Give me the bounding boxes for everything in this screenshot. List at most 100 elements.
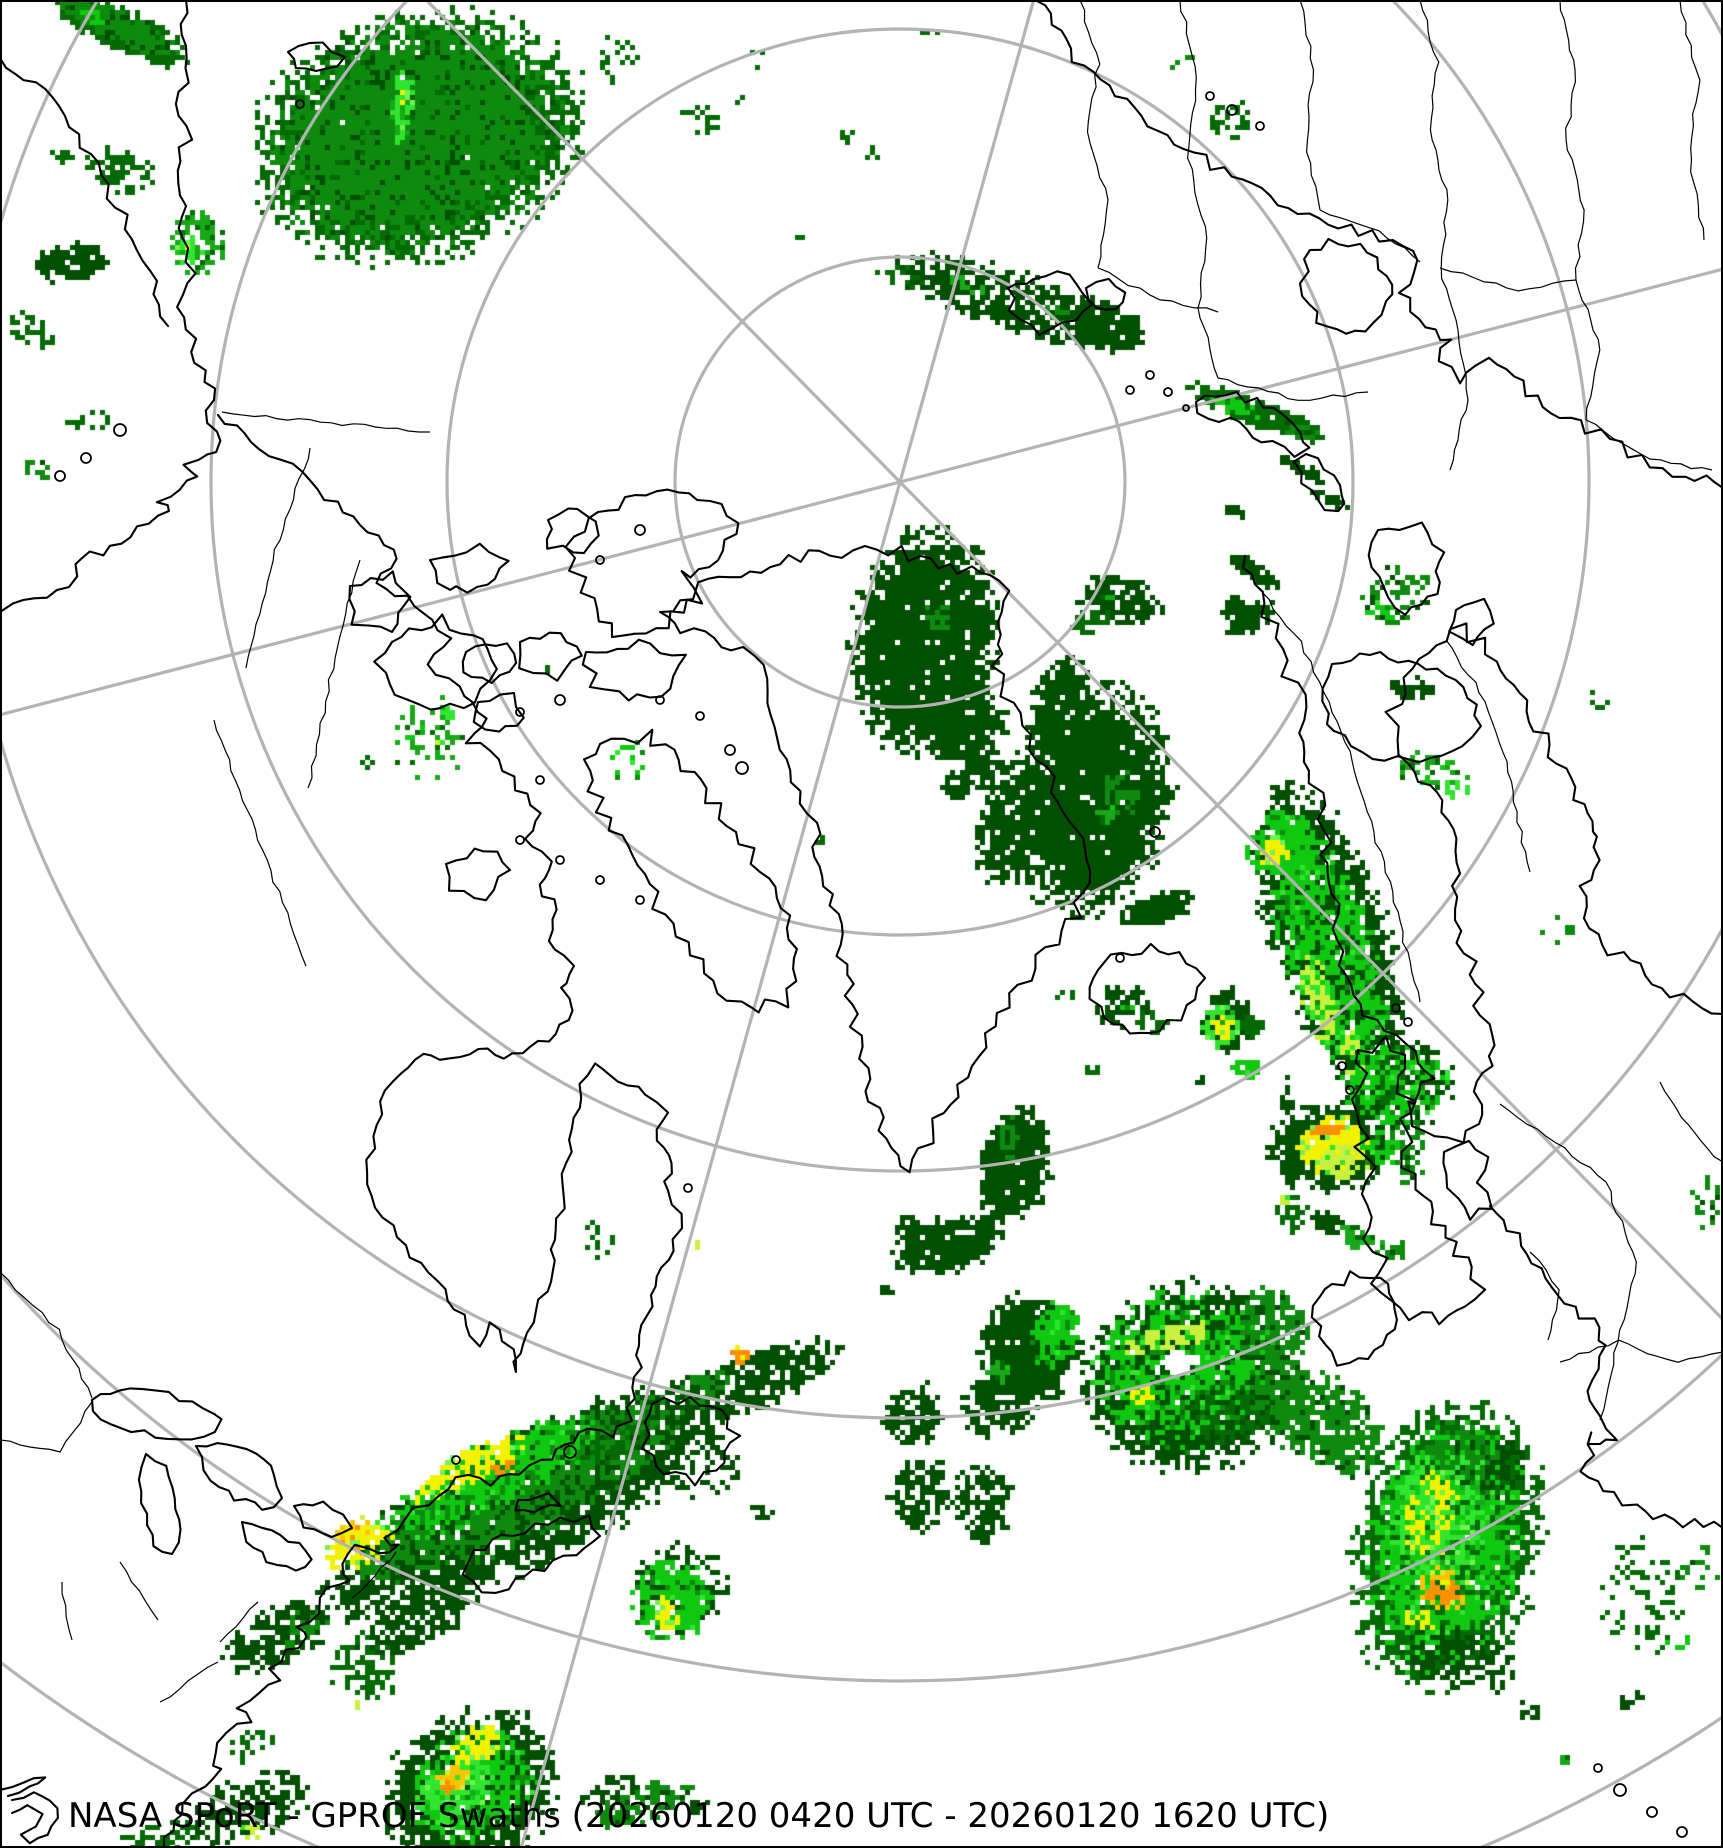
small-island xyxy=(113,423,127,437)
lake-superior xyxy=(90,1387,223,1441)
small-island xyxy=(1337,1061,1347,1071)
canada-mainland xyxy=(162,413,684,1848)
small-island xyxy=(1125,385,1135,395)
ladoga-lake xyxy=(1367,521,1446,616)
newfoundland xyxy=(640,1396,742,1487)
small-island xyxy=(595,875,605,885)
alaska-south-coast xyxy=(0,398,222,614)
prairie-border xyxy=(213,719,307,967)
prince-edward-island xyxy=(514,1492,562,1514)
small-island xyxy=(1226,104,1238,116)
small-island xyxy=(1145,370,1155,380)
lake-michigan xyxy=(137,1452,182,1556)
islet-layer xyxy=(54,91,1688,1838)
ellesmere-island xyxy=(564,488,740,639)
small-island xyxy=(1403,1017,1413,1027)
small-island xyxy=(1391,1003,1401,1013)
russia-region-9 xyxy=(1439,267,1577,292)
small-island xyxy=(1676,1826,1688,1838)
europe-border-4 xyxy=(1599,1341,1619,1421)
long-island xyxy=(0,1776,47,1798)
russia-region-1 xyxy=(1079,0,1109,269)
greenland xyxy=(658,544,1092,1174)
russia-region-10 xyxy=(1449,329,1469,471)
small-island xyxy=(655,695,665,705)
wrangel-island xyxy=(286,41,346,73)
small-island xyxy=(295,99,305,109)
europe-border-5 xyxy=(1659,1081,1723,1163)
meridian-line xyxy=(424,0,902,484)
russia-region-5 xyxy=(1559,0,1585,281)
latitude-circle xyxy=(209,0,1591,1173)
russia-region-6 xyxy=(1679,0,1705,241)
meridian-line xyxy=(519,481,902,1848)
alaska-yukon-border xyxy=(221,411,430,433)
small-island xyxy=(735,761,749,775)
novaya-zemlya-north xyxy=(1194,390,1311,458)
lake-huron xyxy=(194,1442,284,1511)
small-island xyxy=(595,555,605,565)
small-island xyxy=(695,711,705,721)
somerset-island xyxy=(518,631,583,682)
small-island xyxy=(515,835,525,845)
small-island xyxy=(54,470,66,482)
small-island xyxy=(1255,121,1265,131)
king-william-island xyxy=(472,691,525,733)
russia-region-4 xyxy=(1419,0,1459,331)
southampton-island xyxy=(444,847,512,902)
axel-heiberg-island xyxy=(545,507,600,555)
meridian-line xyxy=(0,480,901,717)
small-island xyxy=(635,895,645,905)
small-island xyxy=(1593,1763,1603,1773)
us-canada-border-west xyxy=(0,1271,93,1399)
devon-island xyxy=(581,638,687,702)
chukotka-coast xyxy=(0,56,170,328)
small-island xyxy=(1205,91,1215,101)
russia-region-2 xyxy=(1179,0,1219,379)
europe-border-1 xyxy=(1499,1103,1607,1183)
small-island xyxy=(1345,1085,1355,1095)
iceland xyxy=(1088,942,1207,1035)
finland-russia-border xyxy=(1445,639,1531,873)
russia-region-13 xyxy=(1319,209,1421,263)
alaska-west-coast xyxy=(174,0,217,402)
small-island xyxy=(683,1183,693,1193)
small-island xyxy=(80,452,92,464)
small-island xyxy=(451,1455,461,1465)
britain xyxy=(1350,1034,1487,1326)
small-island xyxy=(555,855,565,865)
small-island xyxy=(1149,826,1161,838)
small-island xyxy=(1163,387,1173,397)
state-line-1 xyxy=(61,1581,73,1641)
nwt-border xyxy=(307,559,361,789)
prince-of-wales-island xyxy=(461,642,518,685)
scandinavia-baltic-coast xyxy=(1242,554,1723,1144)
small-island xyxy=(515,707,525,717)
small-island xyxy=(1115,953,1125,963)
novaya-zemlya-south xyxy=(1292,452,1346,513)
victoria-island xyxy=(373,613,498,711)
nova-scotia xyxy=(461,1514,602,1594)
small-island xyxy=(554,694,566,706)
caption: NASA SPoRT - GPROF Swaths (20260120 0420… xyxy=(68,1796,1330,1836)
europe-border-3 xyxy=(1559,1339,1723,1363)
kola-peninsula xyxy=(1321,650,1482,764)
siberia-coast xyxy=(1033,0,1723,490)
russia-region-12 xyxy=(1585,419,1713,471)
maine-nb-border xyxy=(351,1551,397,1599)
state-line-4 xyxy=(159,1661,219,1703)
onega-lake xyxy=(1448,597,1495,647)
meridian-line xyxy=(898,0,1036,483)
europe-atlantic-coast xyxy=(1488,1204,1723,1530)
small-island xyxy=(724,744,736,756)
denmark xyxy=(1442,1139,1493,1221)
norway-sweden-border xyxy=(1261,591,1421,1003)
white-sea xyxy=(1298,237,1394,335)
yukon-nwt-border xyxy=(245,447,311,669)
ireland xyxy=(1310,1270,1398,1367)
europe-border-2 xyxy=(1605,1181,1637,1343)
